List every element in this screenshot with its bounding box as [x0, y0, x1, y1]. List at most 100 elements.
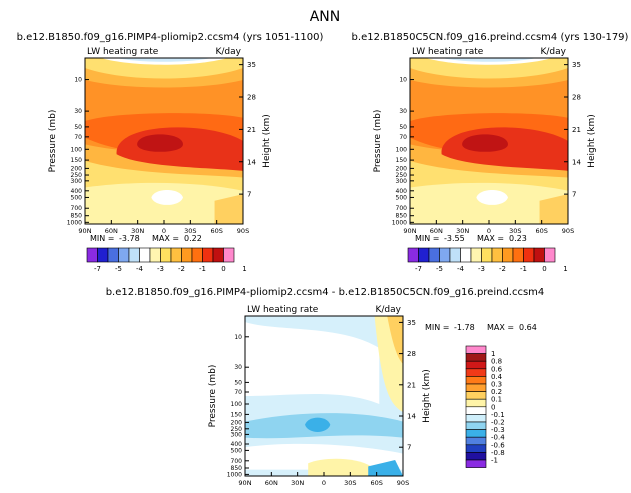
y-tick-label: 50 [74, 124, 82, 131]
colorbar-label: -5 [115, 265, 122, 273]
colorbar-label: -2 [499, 265, 506, 273]
colorbar-right: -7 -5 -4 -3 -2 -1 0 1 [407, 247, 568, 273]
y-tick-label: 300 [396, 178, 408, 185]
colorbar-label: -5 [436, 265, 443, 273]
fill-blob-white [476, 189, 508, 205]
colorbar-left: -7 -5 -4 -3 -2 -1 0 1 [86, 247, 247, 273]
max-label: MAX = [477, 234, 504, 243]
colorbar-swatch [533, 247, 545, 263]
fill-darkred [137, 134, 183, 152]
y-tick-label: 10 [234, 334, 242, 341]
panel-left: b.e12.B1850.f09_g16.PIMP4-pliomip2.ccsm4… [17, 32, 324, 243]
y-tick-label: 500 [71, 194, 83, 201]
y-tick-label: 1000 [67, 219, 82, 226]
colorbar-swatch [149, 247, 161, 263]
y-tick-label: 200 [71, 165, 83, 172]
y2-axis-label: Height (km) [422, 369, 432, 423]
subtitle-right: K/day [376, 305, 402, 315]
x-tick-label: 60N [430, 227, 443, 235]
colorbar-label: 0.1 [491, 396, 502, 404]
y-tick-label: 30 [234, 364, 242, 371]
colorbar-swatch [470, 247, 482, 263]
y-tick-label: 250 [71, 172, 83, 179]
colorbar-swatch [212, 247, 224, 263]
y2-tick-label: 28 [407, 350, 416, 358]
colorbar-swatch [465, 360, 487, 370]
y2-tick-label: 21 [407, 381, 416, 389]
x-tick-label: 30N [291, 479, 304, 487]
colorbar-label: 0.4 [491, 373, 503, 381]
y2-tick-label: 7 [247, 191, 251, 199]
fill-top-blue [441, 58, 537, 62]
x-tick-label: 30S [184, 227, 196, 235]
y-tick-label: 1000 [227, 471, 242, 478]
fill-low-yellow [308, 458, 372, 476]
colorbar-swatch [97, 247, 109, 263]
colorbar-swatch [523, 247, 535, 263]
y-tick-label: 700 [71, 205, 83, 212]
x-tick-label: 90S [397, 479, 409, 487]
min-label: MIN = [425, 323, 450, 332]
y-tick-label: 400 [396, 188, 408, 195]
colorbar-label: 0 [491, 403, 495, 411]
x-tick-label: 30N [131, 227, 144, 235]
y-tick-label: 50 [399, 124, 407, 131]
y-tick-label: 100 [396, 146, 408, 153]
colorbar-swatch [86, 247, 98, 263]
colorbar-swatch [465, 421, 487, 430]
x-tick-label: 60N [265, 479, 278, 487]
min-label: MIN = [415, 234, 440, 243]
colorbar-swatch [223, 247, 235, 263]
fill-cyan-blob [305, 417, 331, 432]
y-axis-label: Pressure (mb) [373, 110, 383, 173]
colorbar-swatch [465, 459, 487, 468]
y-tick-label: 100 [71, 146, 83, 153]
colorbar-swatch [449, 247, 461, 263]
y-tick-label: 850 [71, 213, 83, 220]
max-value: 0.22 [184, 234, 202, 243]
max-value: 0.64 [519, 323, 537, 332]
x-tick-label: 60S [370, 479, 382, 487]
colorbar-label: -0.4 [491, 434, 505, 442]
x-tick-label: 90S [237, 227, 249, 235]
y2-tick-label: 28 [247, 94, 256, 102]
subtitle-left: LW heating rate [87, 47, 159, 57]
colorbar-label: -0.6 [491, 441, 505, 449]
y-tick-label: 50 [234, 379, 242, 386]
subtitle-left: LW heating rate [412, 47, 484, 57]
colorbar-swatch [465, 383, 487, 392]
colorbar-label: -1 [520, 265, 527, 273]
max-label: MAX = [152, 234, 179, 243]
fill-darkred [462, 134, 508, 152]
x-tick-label: 90N [403, 227, 416, 235]
colorbar-label: -0.8 [491, 449, 505, 457]
y-tick-label: 1000 [392, 219, 407, 226]
colorbar-swatch [418, 247, 430, 263]
colorbar-swatch [170, 247, 182, 263]
y2-tick-label: 14 [572, 158, 581, 166]
x-tick-label: 60S [210, 227, 222, 235]
colorbar-swatch [465, 414, 487, 423]
y-tick-label: 500 [231, 447, 243, 454]
colorbar-label: -7 [415, 265, 422, 273]
y2-tick-label: 35 [247, 61, 256, 69]
y-tick-label: 300 [71, 178, 83, 185]
colorbar-label: -0.1 [491, 411, 505, 419]
panel-diff: b.e12.B1850.f09_g16.PIMP4-pliomip2.ccsm4… [106, 287, 545, 487]
y-tick-label: 30 [74, 108, 82, 115]
colorbar-swatch [512, 247, 524, 263]
y-tick-label: 300 [231, 431, 243, 438]
y2-tick-label: 21 [247, 126, 256, 134]
colorbar-label: -4 [457, 265, 465, 273]
colorbar-swatch [160, 247, 172, 263]
chart-title: b.e12.B1850C5CN.f09_g16.preind.ccsm4 (yr… [352, 32, 629, 43]
fill-top-blue [116, 58, 212, 62]
y-tick-label: 700 [231, 458, 243, 465]
y-tick-label: 850 [231, 465, 243, 472]
colorbar-swatch [465, 406, 487, 415]
colorbar-label: 1 [242, 265, 246, 273]
colorbar-swatch [191, 247, 203, 263]
y-tick-label: 400 [71, 188, 83, 195]
chart-title: b.e12.B1850.f09_g16.PIMP4-pliomip2.ccsm4… [106, 287, 545, 298]
